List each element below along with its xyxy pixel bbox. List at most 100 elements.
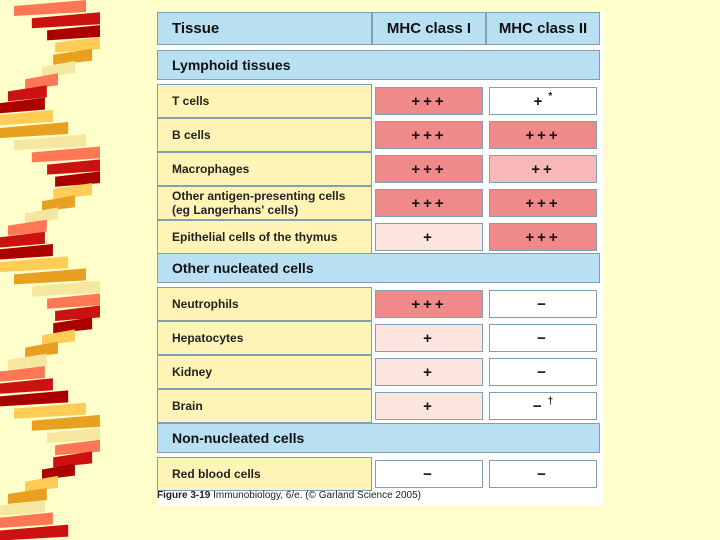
mhc-class-2-value: − (489, 358, 597, 386)
decorative-stripe (42, 195, 75, 212)
decorative-stripe (55, 37, 100, 53)
mhc-class-2-value: − (489, 290, 597, 318)
expression-symbol: ++ (531, 160, 555, 178)
tissue-name-label: T cells (172, 94, 210, 108)
mhc-expression-table: Tissue MHC class I MHC class II Lymphoid… (157, 12, 603, 506)
tissue-name-label: B cells (172, 128, 211, 142)
expression-symbol: − (537, 295, 549, 313)
tissue-name: T cells (157, 84, 372, 118)
decorative-border (0, 0, 100, 540)
figure-source: Immunobiology, 6/e. (© Garland Science 2… (213, 490, 421, 501)
mhc-class-1-value: + (375, 223, 483, 251)
mhc-class-1-value: − (375, 460, 483, 488)
decorative-stripe (53, 451, 93, 468)
table-row: B cells +++ +++ (157, 118, 603, 152)
mhc-class-2-value: − (489, 460, 597, 488)
table-header-row: Tissue MHC class I MHC class II (157, 12, 603, 45)
table-row: T cells +++ + * (157, 84, 603, 118)
tissue-name-label: Hepatocytes (172, 331, 244, 345)
expression-symbol: +++ (411, 160, 447, 178)
decorative-stripe (0, 109, 53, 126)
tissue-name: Kidney (157, 355, 372, 389)
decorative-stripe (25, 73, 59, 90)
expression-symbol: +++ (411, 194, 447, 212)
decorative-stripe (0, 500, 45, 516)
tissue-name-label: Neutrophils (172, 297, 239, 311)
decorative-stripe (25, 475, 59, 492)
mhc-class-1-value: +++ (375, 290, 483, 318)
mhc-class-2-value: +++ (489, 189, 597, 217)
mhc-class-2-value: + * (489, 87, 597, 115)
mhc-class-1-value: + (375, 324, 483, 352)
table-row: Epithelial cells of the thymus + +++ (157, 220, 603, 254)
tissue-name: Other antigen-presenting cells (eg Langer… (157, 186, 372, 220)
section-header: Non-nucleated cells (157, 423, 600, 453)
section-header: Lymphoid tissues (157, 50, 600, 80)
decorative-stripe (25, 207, 59, 224)
decorative-stripe (7, 85, 47, 102)
figure-caption: Figure 3-19 Immunobiology, 6/e. (© Garla… (157, 490, 603, 501)
decorative-stripe (0, 122, 69, 138)
expression-symbol: +++ (411, 295, 447, 313)
decorative-stripe (31, 280, 100, 297)
decorative-stripe (0, 97, 45, 114)
decorative-stripe (7, 488, 47, 504)
table-row: Hepatocytes + − (157, 321, 603, 355)
tissue-name-label: Kidney (172, 365, 213, 379)
expression-symbol: +++ (525, 194, 561, 212)
tissue-name: Red blood cells (157, 457, 372, 491)
tissue-name-label: Macrophages (172, 162, 250, 176)
section-header: Other nucleated cells (157, 253, 600, 283)
decorative-stripe (0, 390, 69, 407)
decorative-stripe (14, 134, 86, 151)
tissue-name-label: Other antigen-presenting cells (172, 189, 346, 203)
expression-symbol: − (537, 329, 549, 347)
decorative-stripe (7, 353, 47, 370)
decorative-stripe (55, 439, 100, 456)
decorative-stripe (0, 244, 53, 260)
figure-number: Figure 3-19 (157, 490, 211, 501)
decorative-stripe (42, 463, 75, 480)
expression-symbol: − (537, 363, 549, 381)
decorative-stripe (42, 329, 75, 346)
decorative-stripe (0, 256, 69, 273)
tissue-name: Epithelial cells of the thymus (157, 220, 372, 254)
footnote-marker: * (548, 90, 553, 102)
decorative-stripe (55, 171, 100, 187)
expression-symbol: − (537, 465, 549, 483)
expression-symbol: + (533, 92, 546, 110)
mhc-class-2-value: +++ (489, 223, 597, 251)
table-row: Red blood cells − − (157, 457, 603, 491)
decorative-stripe (47, 25, 100, 41)
expression-symbol: − (423, 465, 435, 483)
decorative-stripe (55, 305, 100, 321)
expression-symbol: − (532, 397, 545, 415)
header-mhc-class-1: MHC class I (372, 12, 486, 45)
tissue-name-label: Brain (172, 399, 203, 413)
decorative-stripe (0, 378, 53, 394)
decorative-stripe (25, 341, 59, 358)
expression-symbol: +++ (525, 126, 561, 144)
mhc-class-1-value: +++ (375, 121, 483, 149)
decorative-stripe (31, 146, 100, 163)
mhc-class-1-value: +++ (375, 189, 483, 217)
decorative-stripe (47, 427, 100, 443)
tissue-name-detail: (eg Langerhans' cells) (172, 203, 299, 217)
decorative-stripe (7, 219, 47, 236)
mhc-class-2-value: +++ (489, 121, 597, 149)
mhc-class-1-value: + (375, 358, 483, 386)
decorative-stripe (31, 414, 100, 431)
tissue-name: B cells (157, 118, 372, 152)
decorative-stripe (0, 524, 69, 540)
mhc-class-1-value: +++ (375, 87, 483, 115)
table-row: Neutrophils +++ − (157, 287, 603, 321)
decorative-stripe (0, 231, 45, 248)
expression-symbol: +++ (411, 126, 447, 144)
mhc-class-2-value: − † (489, 392, 597, 420)
expression-symbol: + (423, 397, 435, 415)
expression-symbol: + (423, 329, 435, 347)
tissue-name: Neutrophils (157, 287, 372, 321)
tissue-name-label: Epithelial cells of the thymus (172, 230, 338, 244)
tissue-name: Brain (157, 389, 372, 423)
tissue-name: Hepatocytes (157, 321, 372, 355)
